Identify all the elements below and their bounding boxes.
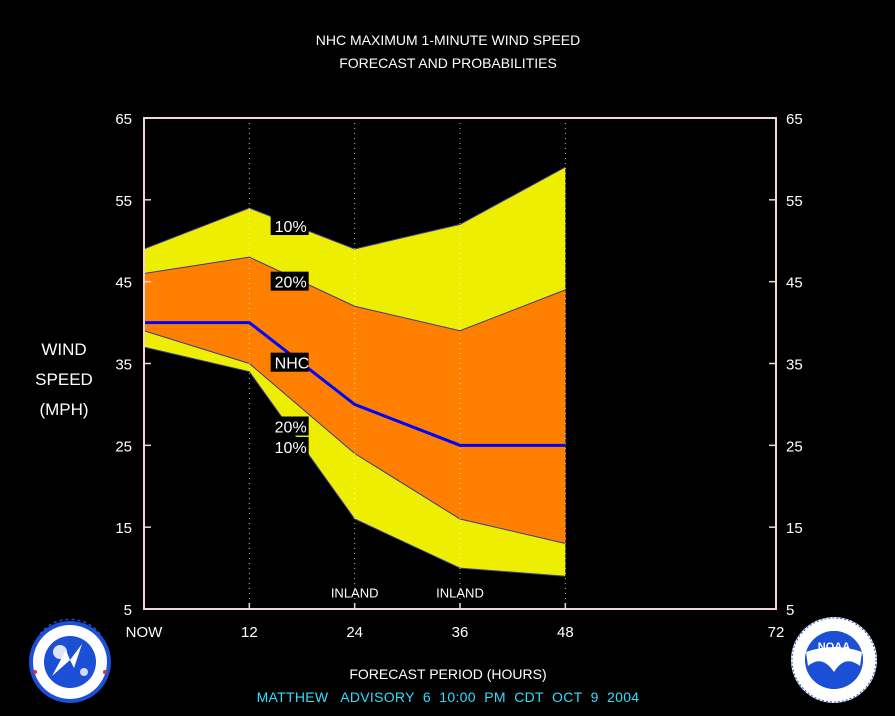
x-axis-label: FORECAST PERIOD (HOURS) xyxy=(349,666,546,682)
chart-title: NHC MAXIMUM 1-MINUTE WIND SPEED xyxy=(316,32,580,48)
x-tick-label: NOW xyxy=(126,624,164,641)
band-label-bg xyxy=(270,271,309,291)
y-tick-label-right: 35 xyxy=(786,357,803,374)
band-label-bg xyxy=(270,352,309,372)
series-nhc-forecast-line xyxy=(144,321,566,447)
band-label-bg xyxy=(270,436,309,456)
y-tick-label-left: 25 xyxy=(115,438,132,455)
y-tick-label-left: 5 xyxy=(124,602,132,619)
band-label: 10% xyxy=(275,219,307,236)
y-tick-label-left: 45 xyxy=(115,275,132,292)
y-tick-label-left: 65 xyxy=(115,111,132,128)
annotation-inland: INLAND xyxy=(331,586,379,601)
y-tick-label-right: 5 xyxy=(786,602,794,619)
advisory-text: MATTHEW ADVISORY 6 10:00 PM CDT OCT 9 20… xyxy=(257,689,640,705)
x-tick-label: 36 xyxy=(452,624,469,641)
x-tick-label: 12 xyxy=(241,624,258,641)
band-label: 10% xyxy=(275,440,307,457)
series-20pct-upper-line xyxy=(143,256,566,332)
y-tick-label-right: 45 xyxy=(786,275,803,292)
nws-logo-icon xyxy=(29,618,111,703)
y-tick-label-right: 55 xyxy=(786,193,803,210)
band-label: 20% xyxy=(275,275,307,292)
y-tick-label-left: 35 xyxy=(115,357,132,374)
y-tick-label-right: 25 xyxy=(786,438,803,455)
band-label: 20% xyxy=(275,420,307,437)
x-tick-label: 24 xyxy=(346,624,363,641)
y-tick-label-left: 55 xyxy=(115,193,132,210)
noaa-logo-icon xyxy=(791,617,877,703)
chart-subtitle: FORECAST AND PROBABILITIES xyxy=(339,55,557,71)
x-tick-label: 72 xyxy=(768,624,785,641)
y-tick-label-right: 15 xyxy=(786,520,803,537)
band-label-bg xyxy=(270,216,309,236)
noaa-logo-text: NOAA xyxy=(818,641,850,653)
annotation-inland: INLAND xyxy=(436,586,484,601)
y-axis-label-line2: SPEED xyxy=(35,370,93,389)
x-tick-label: 48 xyxy=(557,624,574,641)
y-tick-label-left: 15 xyxy=(115,520,132,537)
band-label-bg xyxy=(270,416,309,436)
y-tick-label-right: 65 xyxy=(786,111,803,128)
y-axis-label-line3: (MPH) xyxy=(39,400,88,419)
y-axis-label-line1: WIND xyxy=(41,340,86,359)
band-label: NHC xyxy=(275,356,310,373)
